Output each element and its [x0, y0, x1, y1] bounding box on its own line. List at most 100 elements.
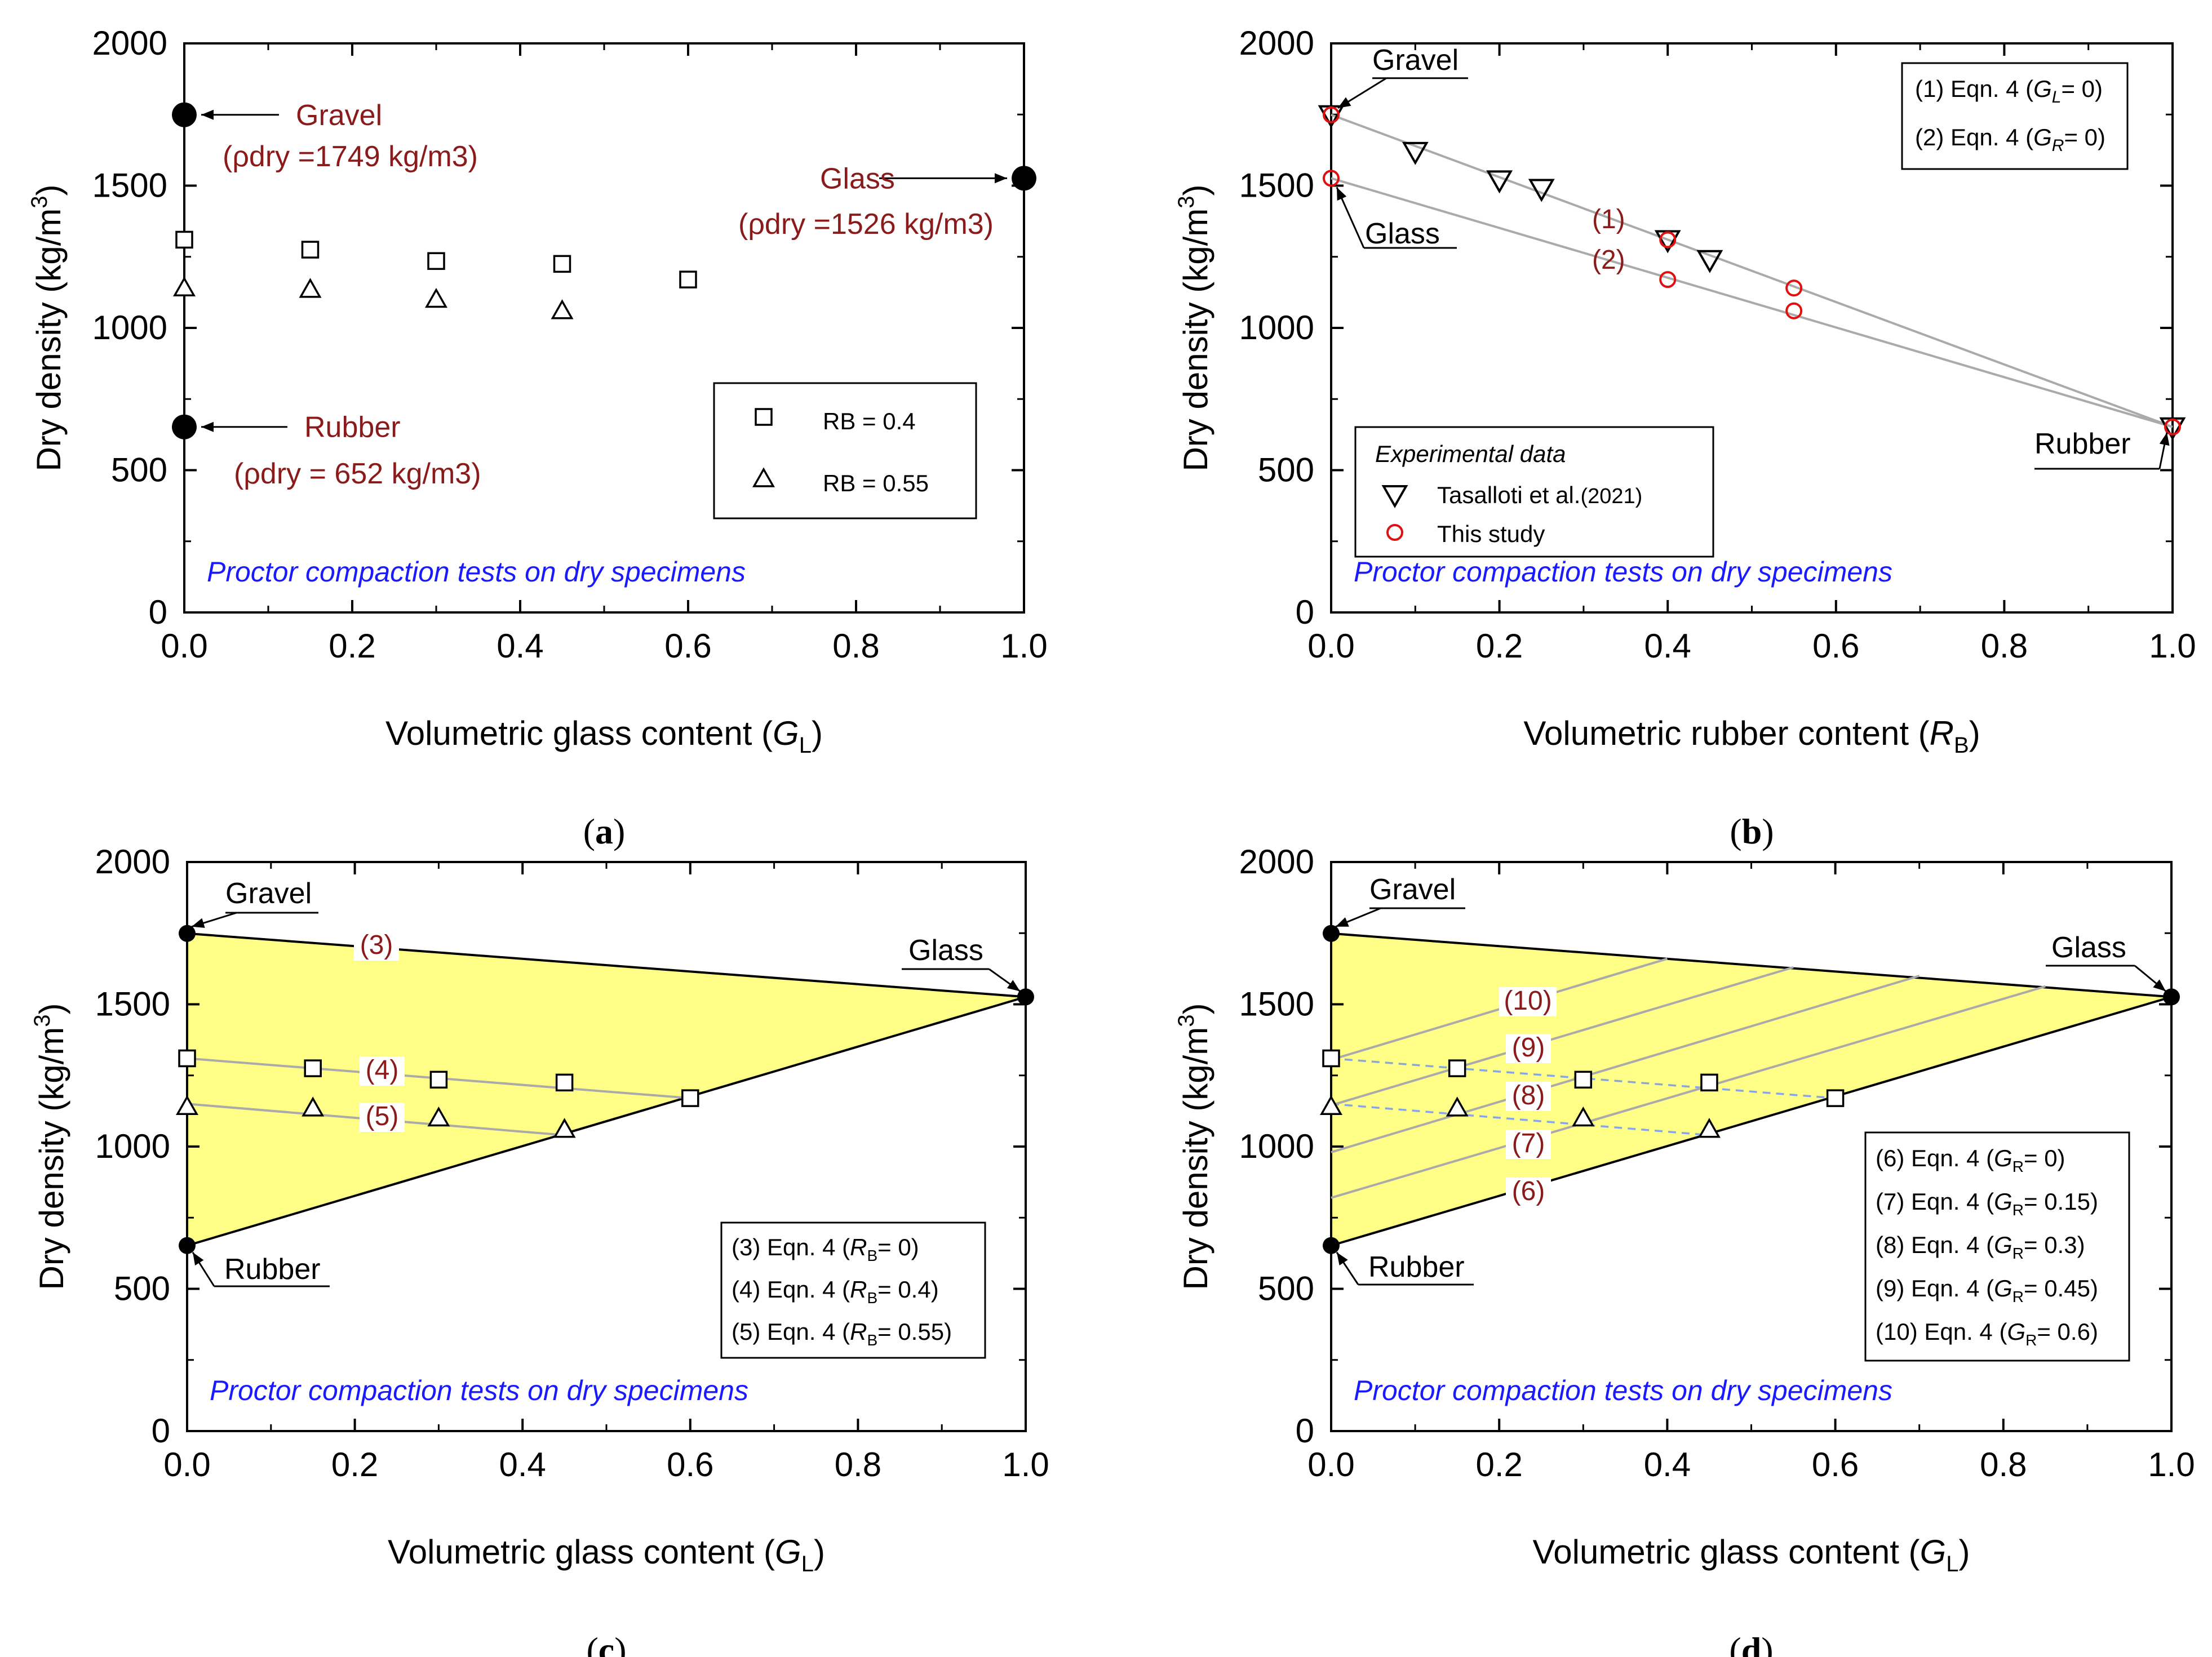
measured-point-0-3: [555, 1073, 574, 1092]
experimental-point-1-4: [1785, 279, 1803, 297]
rubber-label: Rubber: [1368, 1251, 1465, 1283]
model-line-label-8-bg: [1506, 1082, 1551, 1111]
x-tick-label: 0.2: [331, 1446, 378, 1483]
x-tick-label: 0.2: [329, 627, 375, 665]
material-point-glass: [2163, 988, 2180, 1006]
model-legend-label-1: (1) Eqn. 4 (GL= 0): [1915, 75, 2103, 106]
y-tick-label: 2000: [92, 24, 167, 62]
y-tick-label: 0: [1296, 1412, 1314, 1450]
experimental-legend-title: Experimental data: [1375, 441, 1566, 467]
x-tick-label: 0.8: [1981, 627, 2028, 665]
model-legend-label-2: (2) Eqn. 4 (GR= 0): [1915, 124, 2105, 155]
material-point-gravel: [172, 102, 197, 127]
model-legend-label-9: (9) Eqn. 4 (GR= 0.45): [1876, 1275, 2098, 1305]
legend-marker-tasalloti: [1381, 485, 1408, 509]
material-point-rubber: [172, 414, 197, 439]
panel-label: (a): [583, 811, 626, 851]
measured-point-1-3: [553, 1118, 576, 1138]
x-axis-label: Volumetric glass content (GL): [388, 1533, 825, 1576]
glass-label: Glass: [908, 934, 983, 967]
model-legend-label-4: (4) Eqn. 4 (RB= 0.4): [732, 1276, 939, 1307]
glass-arrow-head: [1007, 980, 1020, 992]
note-text: Proctor compaction tests on dry specimen…: [1354, 556, 1892, 588]
y-tick-label: 2000: [1239, 24, 1314, 62]
rubber-density-label: (ρdry = 652 kg/m3): [234, 457, 481, 490]
x-tick-label: 0.2: [1475, 1446, 1522, 1483]
experimental-point-1-3: [1659, 271, 1677, 288]
measured-point-1-1: [1446, 1096, 1469, 1117]
rubber-arrow-head: [201, 421, 214, 432]
model-line-label-3: (3): [360, 930, 393, 960]
y-tick-label: 1000: [92, 309, 167, 346]
measured-point-0-2: [1574, 1070, 1593, 1089]
upper-bound-line: [1331, 932, 2172, 998]
experimental-point-1-2: [1659, 231, 1677, 248]
rubber-arrow-head: [1337, 1252, 1348, 1266]
experimental-point-1-0: [1323, 106, 1340, 123]
legend-marker-triangle: [752, 467, 775, 487]
panel-d: 0.0 0.2 0.4 0.6 0.8 1.0 0 500 1000 1500 2000 Volume…: [1174, 843, 2195, 1657]
x-tick-label: 0.4: [497, 627, 543, 665]
x-tick-label: 0.0: [1307, 1446, 1354, 1483]
y-tick-label: 2000: [95, 843, 170, 881]
model-legend-label-7: (7) Eqn. 4 (GR= 0.15): [1876, 1188, 2098, 1219]
experimental-point-0-5: [1696, 250, 1723, 273]
glass-label: Glass: [820, 162, 895, 195]
x-tick-label: 1.0: [1002, 1446, 1049, 1483]
y-tick-label: 0: [152, 1412, 170, 1450]
gravel-label: Gravel: [1369, 873, 1456, 906]
glass-density-label: (ρdry =1526 kg/m3): [738, 208, 994, 241]
upper-bound-line: [187, 932, 1026, 998]
measured-point-1-3: [551, 299, 574, 319]
y-tick-label: 2000: [1239, 843, 1314, 881]
measured-point-0-0: [178, 1049, 196, 1068]
x-tick-label: 0.0: [163, 1446, 210, 1483]
model-line-label-3-bg: [354, 931, 399, 961]
y-axis-label: Dry density (kg/m3): [1174, 185, 1214, 472]
model-line-label-4-bg: [360, 1056, 405, 1086]
panel-label: (b): [1730, 811, 1774, 851]
x-tick-label: 0.6: [1812, 627, 1859, 665]
measured-point-0-2: [429, 1070, 448, 1089]
rubber-label: Rubber: [304, 411, 401, 444]
x-tick-label: 0.6: [1812, 1446, 1859, 1483]
x-axis-label: Volumetric glass content (GL): [385, 714, 823, 758]
measured-point-1-3: [1697, 1118, 1721, 1138]
material-point-rubber: [179, 1237, 196, 1254]
model-line-label-5-bg: [360, 1103, 405, 1132]
gravel-label: Gravel: [296, 99, 382, 132]
panel-a: 0.0 0.2 0.4 0.6 0.8 1.0 0 500 1000 1500 2000 Volume…: [27, 24, 1048, 851]
model-line-label-6-bg: [1506, 1178, 1551, 1207]
glass-arrow-head: [1337, 187, 1347, 201]
y-tick-label: 1500: [92, 167, 167, 205]
x-axis-label: Volumetric glass content (GL): [1533, 1533, 1970, 1576]
model-legend-label-3: (3) Eqn. 4 (RB= 0): [732, 1234, 919, 1264]
y-tick-label: 500: [114, 1270, 170, 1308]
x-tick-label: 0.0: [161, 627, 207, 665]
x-tick-label: 0.4: [1644, 627, 1691, 665]
x-tick-label: 1.0: [1000, 627, 1047, 665]
x-tick-label: 1.0: [2149, 627, 2196, 665]
legend-label-rb-0.4: RB = 0.4: [823, 408, 916, 434]
gravel-label: Gravel: [225, 877, 312, 910]
dashed-line-1: [1331, 1103, 1710, 1136]
experimental-legend-box: [1354, 426, 1714, 558]
y-tick-label: 0: [149, 593, 167, 631]
y-axis-label: Dry density (kg/m3): [30, 1003, 70, 1290]
measured-point-0-3: [553, 255, 571, 273]
gravel-arrow-head: [1336, 917, 1349, 927]
experimental-point-0-2: [1486, 170, 1513, 194]
glass-arrow-head: [995, 173, 1007, 184]
dashed-line-0: [1331, 1057, 1836, 1099]
legend-marker-this-study: [1386, 524, 1403, 541]
legend-label-tasalloti: Tasalloti et al.(2021): [1437, 482, 1642, 508]
gravel-density-label: (ρdry =1749 kg/m3): [223, 140, 478, 173]
model-legend-label-6: (6) Eqn. 4 (GR= 0): [1876, 1145, 2065, 1175]
y-tick-label: 500: [1258, 1270, 1314, 1308]
measured-point-0-0: [175, 230, 193, 249]
panel-label: (d): [1729, 1630, 1773, 1657]
note-text: Proctor compaction tests on dry specimen…: [210, 1375, 748, 1406]
material-point-glass: [1017, 988, 1034, 1006]
experimental-point-1-6: [2164, 418, 2181, 436]
